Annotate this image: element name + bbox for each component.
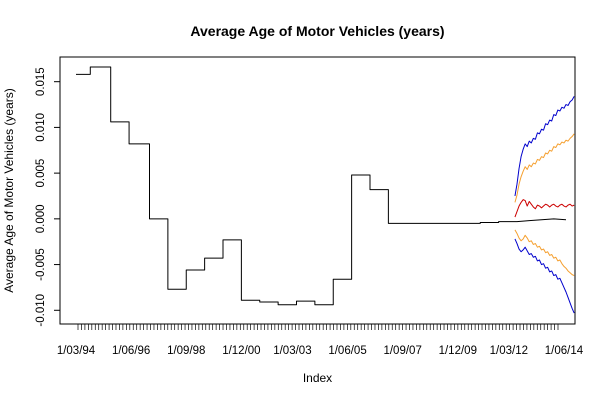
series-line-2	[514, 96, 575, 197]
y-tick-label: 0.000	[35, 204, 47, 233]
y-tick-label: 0.005	[35, 159, 47, 188]
y-tick-label: 0.010	[35, 113, 47, 142]
x-tick-label: 1/12/00	[222, 345, 260, 357]
y-tick-label: 0.015	[35, 67, 47, 96]
y-axis-label: Average Age of Motor Vehicles (years)	[2, 88, 16, 293]
chart-title: Average Age of Motor Vehicles (years)	[190, 23, 444, 39]
y-tick-label: -0.005	[35, 248, 47, 281]
series-line-5	[514, 229, 575, 276]
x-tick-label: 1/09/98	[167, 345, 205, 357]
x-tick-label: 1/12/09	[439, 345, 477, 357]
series-line-4	[514, 199, 575, 218]
y-tick-label: -0.010	[35, 294, 47, 327]
x-tick-label: 1/06/96	[112, 345, 150, 357]
x-tick-label: 1/09/07	[383, 345, 421, 357]
x-tick-label: 1/03/12	[490, 345, 528, 357]
x-tick-label: 1/03/94	[57, 345, 96, 357]
x-tick-label: 1/06/14	[545, 345, 584, 357]
x-tick-label: 1/03/03	[273, 345, 311, 357]
series-line-3	[514, 133, 575, 203]
plot-frame	[59, 56, 576, 325]
series-line-6	[514, 238, 575, 314]
series-line-1	[76, 66, 567, 306]
series-layer	[76, 66, 575, 314]
x-axis-label: Index	[303, 371, 332, 385]
axis-ticks-layer: -0.010 -0.005 0.000 0.005 0.010 0.015 1/03/94 1…	[35, 67, 584, 357]
x-tick-label: 1/06/05	[328, 345, 366, 357]
